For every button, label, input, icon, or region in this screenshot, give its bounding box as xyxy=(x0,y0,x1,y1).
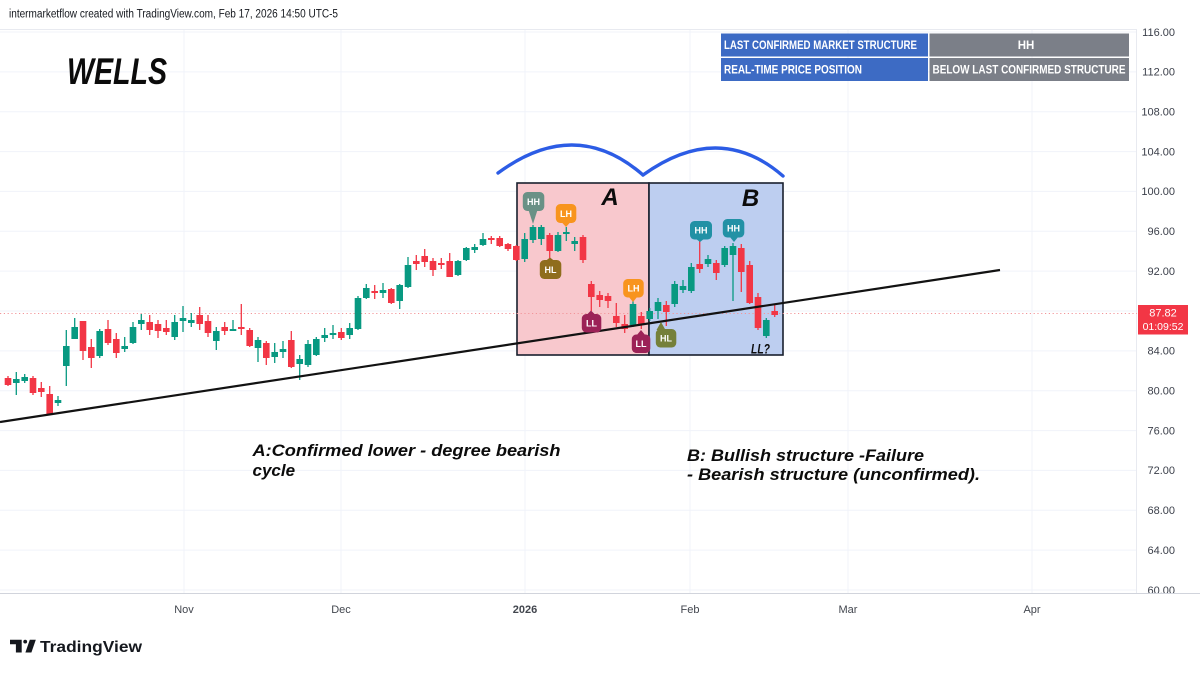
svg-text:60.00: 60.00 xyxy=(1147,585,1175,597)
svg-text:112.00: 112.00 xyxy=(1142,67,1175,79)
svg-text:HL: HL xyxy=(545,265,557,275)
svg-text:Dec: Dec xyxy=(331,604,351,616)
svg-text:- Bearish structure (unconfirm: - Bearish structure (unconfirmed). xyxy=(687,465,980,484)
svg-text:92.00: 92.00 xyxy=(1147,266,1175,278)
svg-text:76.00: 76.00 xyxy=(1147,425,1175,437)
svg-text:LH: LH xyxy=(560,209,572,219)
svg-text:HH: HH xyxy=(1018,40,1035,52)
svg-text:2026: 2026 xyxy=(513,604,537,616)
svg-text:TradingView: TradingView xyxy=(40,639,143,656)
svg-text:104.00: 104.00 xyxy=(1141,146,1175,158)
svg-text:B: B xyxy=(742,185,759,212)
svg-text:A: A xyxy=(600,184,618,211)
svg-text:Nov: Nov xyxy=(174,604,194,616)
svg-text:LAST CONFIRMED MARKET STRUCTUR: LAST CONFIRMED MARKET STRUCTURE xyxy=(724,40,917,52)
svg-text:A:Confirmed lower - degree bea: A:Confirmed lower - degree bearish xyxy=(251,441,560,460)
svg-text:100.00: 100.00 xyxy=(1141,186,1175,198)
svg-text:LH: LH xyxy=(628,284,640,294)
svg-text:Apr: Apr xyxy=(1023,604,1040,616)
svg-text:116.00: 116.00 xyxy=(1142,27,1175,39)
svg-text:80.00: 80.00 xyxy=(1147,386,1175,398)
svg-text:cycle: cycle xyxy=(253,461,296,480)
svg-text:HH: HH xyxy=(527,197,540,207)
svg-text:REAL-TIME PRICE POSITION: REAL-TIME PRICE POSITION xyxy=(724,65,862,77)
svg-text:LL: LL xyxy=(636,339,647,349)
svg-text:Feb: Feb xyxy=(681,604,700,616)
svg-text:HH: HH xyxy=(727,224,740,234)
svg-text:intermarketflow created with T: intermarketflow created with TradingView… xyxy=(9,9,338,21)
svg-text:LL?: LL? xyxy=(751,342,770,357)
svg-text:64.00: 64.00 xyxy=(1147,545,1175,557)
svg-text:WELLS: WELLS xyxy=(67,51,167,92)
svg-text:87.82: 87.82 xyxy=(1149,308,1177,320)
svg-text:01:09:52: 01:09:52 xyxy=(1143,321,1184,333)
svg-text:108.00: 108.00 xyxy=(1141,107,1175,119)
svg-text:72.00: 72.00 xyxy=(1147,465,1175,477)
svg-text:BELOW LAST CONFIRMED STRUCTURE: BELOW LAST CONFIRMED STRUCTURE xyxy=(933,65,1126,77)
svg-text:LL: LL xyxy=(586,319,597,329)
svg-text:84.00: 84.00 xyxy=(1147,346,1175,358)
svg-text:Mar: Mar xyxy=(839,604,858,616)
svg-text:68.00: 68.00 xyxy=(1147,505,1175,517)
svg-text:B: Bullish structure -Failure: B: Bullish structure -Failure xyxy=(687,446,924,465)
svg-text:HL: HL xyxy=(660,334,672,344)
svg-text:96.00: 96.00 xyxy=(1147,226,1175,238)
svg-text:HH: HH xyxy=(695,226,708,236)
